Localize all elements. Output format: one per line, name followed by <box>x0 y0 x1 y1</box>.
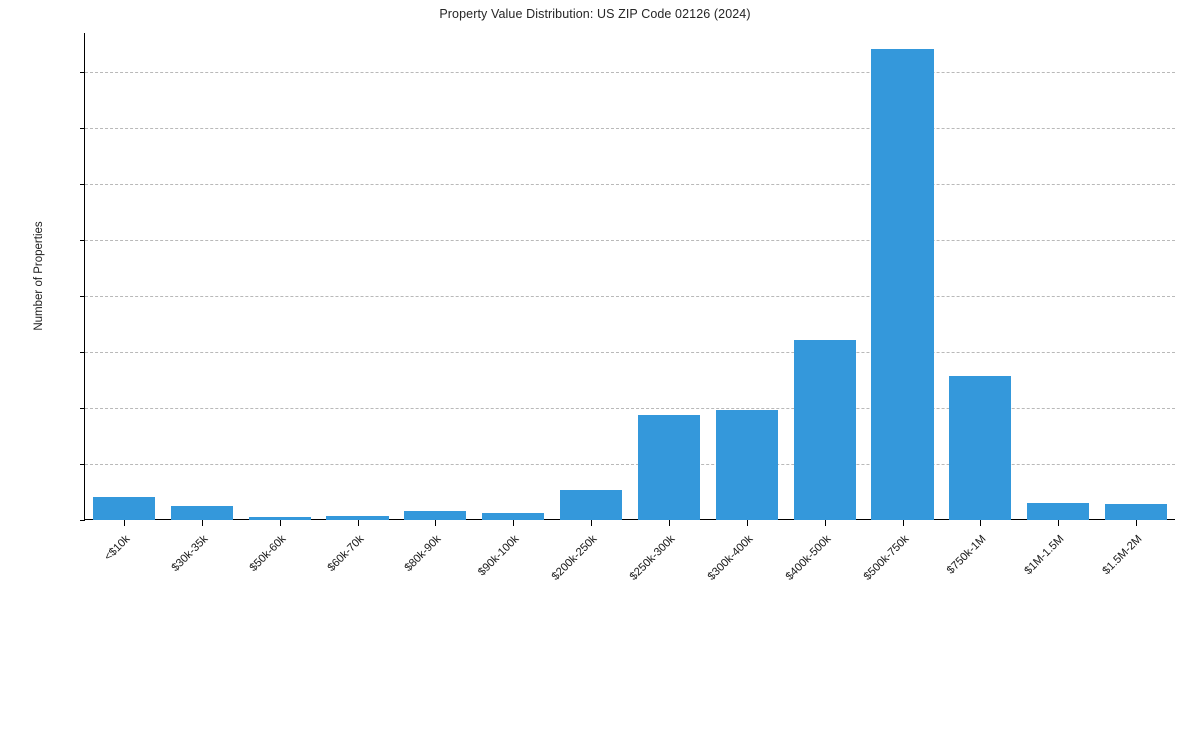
y-axis-label: Number of Properties <box>33 221 45 331</box>
y-tick-mark <box>80 351 85 353</box>
x-tick-mark <box>123 520 125 526</box>
bar[interactable] <box>793 340 856 520</box>
bar[interactable] <box>559 490 623 520</box>
bar[interactable] <box>326 515 389 520</box>
bar[interactable] <box>949 376 1012 520</box>
y-tick-mark <box>80 463 85 465</box>
bar[interactable] <box>170 506 233 520</box>
gridline <box>85 183 1175 185</box>
x-tick-mark <box>824 520 826 526</box>
bar[interactable] <box>248 516 311 520</box>
gridline <box>85 463 1175 465</box>
gridline <box>85 71 1175 73</box>
bar[interactable] <box>637 414 701 520</box>
x-tick-mark <box>1058 520 1060 526</box>
y-axis-line <box>84 33 86 520</box>
chart-title: Property Value Distribution: US ZIP Code… <box>439 7 751 21</box>
bar[interactable] <box>715 410 778 520</box>
x-tick-mark <box>279 520 281 526</box>
bar[interactable] <box>1027 503 1090 520</box>
gridline <box>85 127 1175 129</box>
bar[interactable] <box>482 513 545 520</box>
y-tick-mark <box>80 295 85 297</box>
x-tick-mark <box>980 520 982 526</box>
gridline <box>85 407 1175 409</box>
y-tick-mark <box>80 127 85 129</box>
bar[interactable] <box>404 510 467 520</box>
bar-chart: Property Value Distribution: US ZIP Code… <box>33 7 1175 583</box>
y-tick-mark <box>80 183 85 185</box>
x-tick-mark <box>435 520 437 526</box>
x-tick-mark <box>357 520 359 526</box>
y-tick-mark <box>80 519 85 521</box>
plot-area: Number of Properties 02004006008001,0001… <box>33 33 1175 583</box>
bar[interactable] <box>92 496 156 520</box>
bar[interactable] <box>871 48 934 520</box>
gridline <box>85 295 1175 297</box>
gridline <box>85 239 1175 241</box>
x-tick-mark <box>746 520 748 526</box>
bar[interactable] <box>1104 504 1168 520</box>
x-tick-mark <box>513 520 515 526</box>
x-tick-mark <box>591 520 593 526</box>
y-tick-mark <box>80 71 85 73</box>
y-tick-mark <box>80 239 85 241</box>
x-tick-mark <box>902 520 904 526</box>
y-tick-mark <box>80 407 85 409</box>
x-tick-mark <box>668 520 670 526</box>
x-axis-line <box>84 519 1175 521</box>
x-tick-mark <box>201 520 203 526</box>
gridline <box>85 351 1175 353</box>
x-tick-mark <box>1136 520 1138 526</box>
